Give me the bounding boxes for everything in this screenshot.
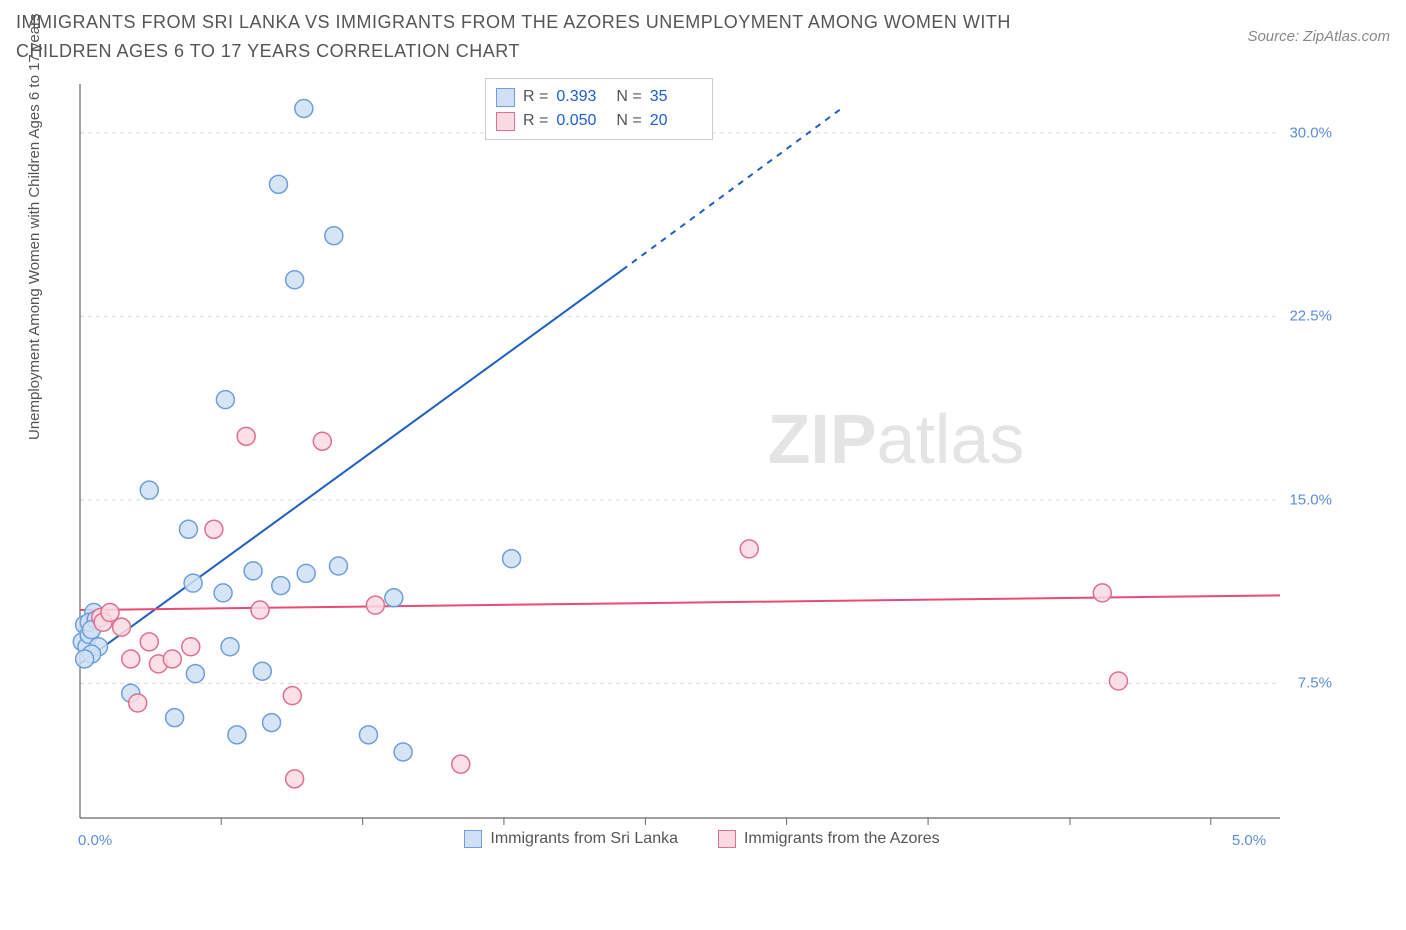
y-tick-label: 7.5% [1298, 675, 1332, 692]
y-tick-label: 22.5% [1289, 308, 1332, 325]
stat-value-n: 20 [650, 109, 702, 133]
source-attribution: Source: ZipAtlas.com [1247, 28, 1390, 45]
y-axis-label: Unemployment Among Women with Children A… [26, 13, 43, 440]
stat-value-n: 35 [650, 85, 702, 109]
y-tick-label: 15.0% [1289, 491, 1332, 508]
stats-swatch [496, 88, 515, 107]
stat-label-n: N = [616, 85, 641, 109]
stat-label-r: R = [523, 109, 548, 133]
correlation-stats-box: R = 0.393 N = 35 R = 0.050 N = 20 [485, 78, 713, 140]
stat-value-r: 0.393 [556, 85, 608, 109]
legend-swatch [464, 830, 482, 848]
scatter-plot-svg: ZIPatlas [62, 78, 1342, 858]
legend-label: Immigrants from Sri Lanka [490, 830, 678, 848]
series-legend: Immigrants from Sri Lanka Immigrants from… [62, 830, 1342, 848]
chart-title: IMMIGRANTS FROM SRI LANKA VS IMMIGRANTS … [16, 8, 1066, 66]
chart-plot-area: ZIPatlas 7.5%15.0%22.5%30.0%0.0%5.0%Immi… [62, 78, 1342, 858]
y-tick-label: 30.0% [1289, 124, 1332, 141]
stat-label-n: N = [616, 109, 641, 133]
legend-swatch [718, 830, 736, 848]
stat-label-r: R = [523, 85, 548, 109]
stat-value-r: 0.050 [556, 109, 608, 133]
stats-row: R = 0.393 N = 35 [496, 85, 702, 109]
stats-swatch [496, 112, 515, 131]
legend-label: Immigrants from the Azores [744, 830, 940, 848]
svg-text:ZIPatlas: ZIPatlas [768, 400, 1025, 478]
legend-item: Immigrants from Sri Lanka [464, 830, 678, 848]
legend-item: Immigrants from the Azores [718, 830, 940, 848]
stats-row: R = 0.050 N = 20 [496, 109, 702, 133]
